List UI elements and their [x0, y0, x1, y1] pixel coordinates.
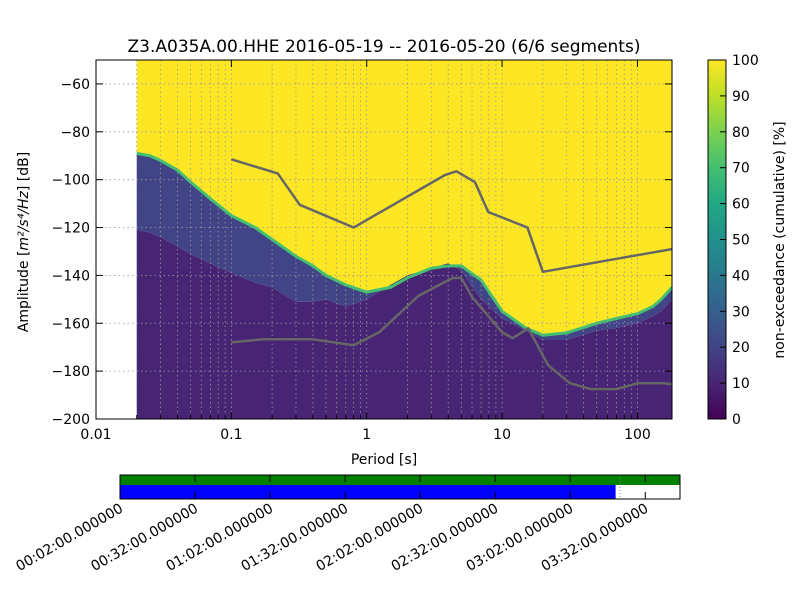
heatmap-band-low: [136, 229, 672, 419]
y-tick-label: −180: [52, 364, 90, 380]
y-axis-label-unit: m²/s⁴/Hz: [16, 190, 32, 250]
heatmap-bands: [136, 60, 672, 419]
colorbar-label: non-exceedance (cumulative) [%]: [772, 121, 788, 358]
y-tick-label: −60: [60, 77, 90, 93]
colorbar-tick-label: 20: [732, 340, 750, 356]
y-axis-label-suffix: ] [dB]: [16, 152, 32, 191]
x-tick-label: 100: [624, 427, 651, 443]
timeline-bars: [120, 475, 680, 499]
colorbar-tick-label: 70: [732, 161, 750, 177]
y-tick-label: −140: [52, 268, 90, 284]
colorbar: 0 10 20 30 40 50 60 70 80 90 100 non-exceedance (c…: [707, 53, 788, 428]
x-axis-label: Period [s]: [351, 452, 417, 468]
colorbar-tick-label: 0: [732, 412, 741, 428]
psd-heatmap-plot: 0.01 0.1 1 10 100 −60 −80 −100 −120 −140 −160 −180…: [52, 59, 673, 443]
x-tick-label: 1: [362, 427, 371, 443]
plot-frame: [95, 59, 673, 420]
y-tick-label: −100: [52, 173, 90, 189]
noise-model-line-nlnm: [231, 276, 672, 391]
colorbar-tick-label: 100: [732, 53, 759, 69]
colorbar-tick-label: 80: [732, 125, 750, 141]
noise-model-line-nhnm: [230, 158, 672, 274]
timeline-bar-available: [120, 475, 680, 485]
y-axis-label-prefix: Amplitude [: [16, 251, 32, 333]
x-tick-label: 10: [493, 427, 511, 443]
colorbar-tick-label: 50: [732, 233, 750, 249]
colorbar-tick-label: 30: [732, 304, 750, 320]
colorbar-tick-label: 40: [732, 268, 750, 284]
x-tick-label: 0.01: [80, 427, 111, 443]
colorbar-tick-label: 90: [732, 89, 750, 105]
y-axis-label: Amplitude [m²/s⁴/Hz] [dB]: [16, 152, 32, 332]
timeline-frame: [119, 474, 681, 500]
x-axis-ticks: 0.01 0.1 1 10 100: [80, 60, 651, 443]
chart-title: Z3.A035A.00.HHE 2016-05-19 -- 2016-05-20…: [128, 37, 641, 57]
grid-lines: [96, 60, 672, 419]
y-tick-label: −160: [52, 316, 90, 332]
data-availability-timeline: 00:02:00.00000000:32:00.00000001:02:00.0…: [13, 474, 681, 575]
y-tick-label: −120: [52, 221, 90, 237]
y-tick-label: −80: [60, 125, 90, 141]
noise-model-lines: [230, 158, 672, 391]
colorbar-tick-label: 60: [732, 197, 750, 213]
y-axis-ticks: −60 −80 −100 −120 −140 −160 −180 −200: [52, 77, 672, 428]
x-tick-label: 0.1: [220, 427, 242, 443]
heatmap-band-mid: [136, 153, 672, 341]
timeline-bar-processed: [120, 485, 616, 499]
heatmap-transition-edge: [136, 151, 672, 337]
colorbar-tick-label: 10: [732, 376, 750, 392]
colorbar-ticks: 0 10 20 30 40 50 60 70 80 90 100: [720, 53, 759, 428]
y-tick-label: −200: [52, 412, 90, 428]
